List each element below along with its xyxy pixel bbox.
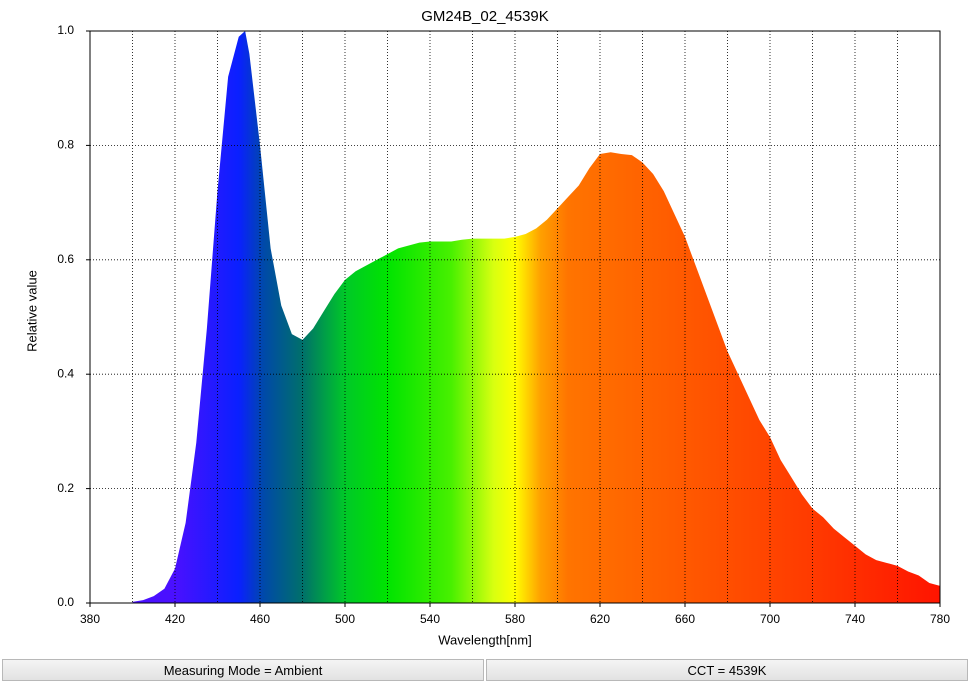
status-cct: CCT = 4539K (486, 659, 968, 681)
x-tick-label: 500 (335, 612, 355, 626)
x-tick-label: 460 (250, 612, 270, 626)
y-tick-label: 0.8 (57, 138, 74, 152)
x-tick-label: 540 (420, 612, 440, 626)
x-axis-label: Wavelength[nm] (438, 632, 531, 647)
chart-title: GM24B_02_4539K (421, 8, 549, 25)
x-tick-label: 580 (505, 612, 525, 626)
y-tick-label: 0.4 (57, 366, 74, 380)
y-tick-label: 1.0 (57, 23, 74, 37)
x-tick-label: 420 (165, 612, 185, 626)
x-tick-label: 620 (590, 612, 610, 626)
y-tick-label: 0.2 (57, 481, 74, 495)
spectrum-area (132, 31, 940, 603)
y-axis-label: Relative value (24, 270, 39, 352)
x-tick-label: 740 (845, 612, 865, 626)
chart: GM24B_02_4539K Wavelength[nm] Relative v… (24, 8, 950, 647)
y-tick-label: 0.0 (57, 595, 74, 609)
status-mode: Measuring Mode = Ambient (2, 659, 484, 681)
x-tick-label: 780 (930, 612, 950, 626)
x-tick-label: 700 (760, 612, 780, 626)
x-tick-label: 660 (675, 612, 695, 626)
y-tick-label: 0.6 (57, 252, 74, 266)
x-tick-label: 380 (80, 612, 100, 626)
